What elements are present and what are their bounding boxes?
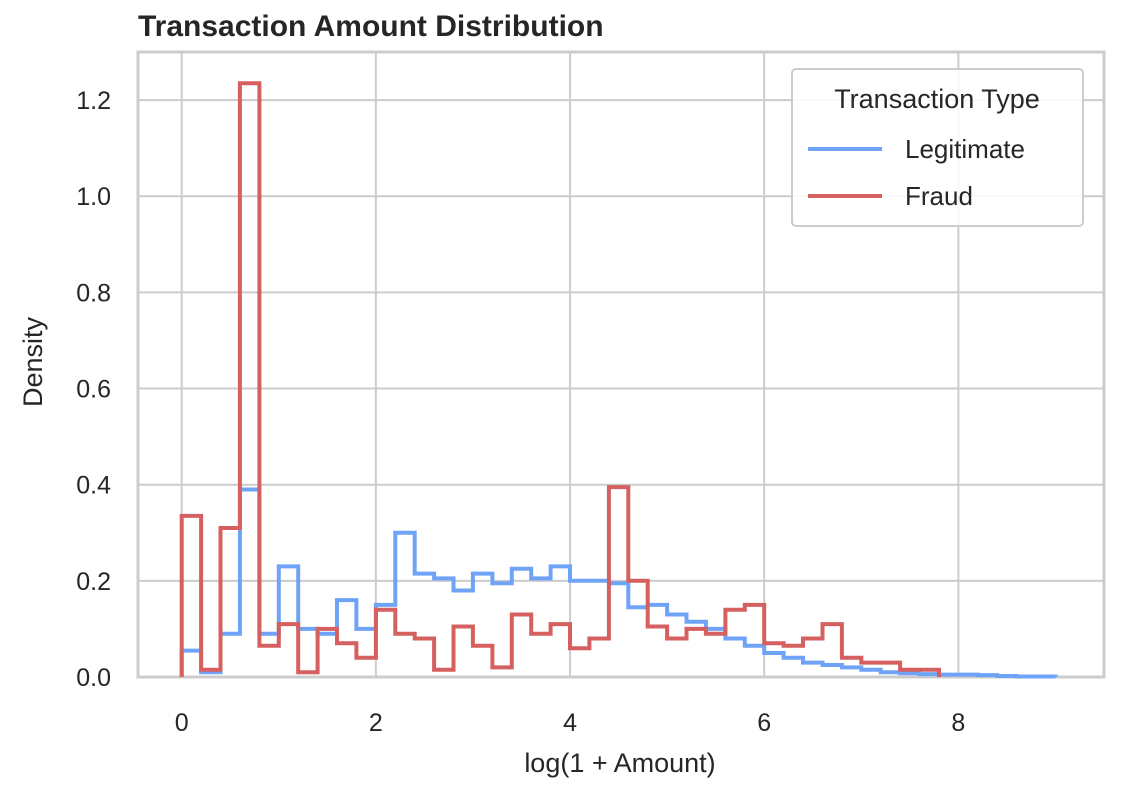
y-tick-label: 0.8: [76, 279, 111, 307]
x-tick-label: 4: [563, 709, 577, 737]
x-tick-label: 6: [757, 709, 771, 737]
series-line-fraud: [179, 81, 941, 677]
y-tick-label: 0.2: [76, 568, 111, 596]
y-tick-label: 0.6: [76, 376, 111, 404]
plot-frame: [136, 50, 1106, 679]
y-axis-label: Density: [18, 316, 48, 407]
y-tick-label: 1.2: [76, 87, 111, 115]
y-tick-label: 0.4: [76, 472, 111, 500]
x-axis-label: log(1 + Amount): [524, 748, 715, 778]
tick-labels: 0 2 4 6 8 0.0 0.2 0.4 0.6 0.8 1.0 1.2: [76, 87, 965, 737]
series-lines: [179, 81, 1058, 679]
x-tick-label: 8: [951, 709, 965, 737]
y-tick-label: 1.0: [76, 183, 111, 211]
legend-label-fraud: Fraud: [905, 181, 973, 211]
chart-title: Transaction Amount Distribution: [138, 10, 604, 43]
series-line-legitimate: [179, 487, 1058, 679]
y-tick-label: 0.0: [76, 664, 111, 692]
plot-border: [136, 50, 1106, 679]
legend-title: Transaction Type: [834, 84, 1040, 114]
x-tick-label: 0: [175, 709, 189, 737]
legend-box: [791, 68, 1084, 227]
legend-label-legitimate: Legitimate: [905, 134, 1025, 164]
legend: Transaction Type Legitimate Fraud: [791, 68, 1084, 227]
x-tick-label: 2: [369, 709, 383, 737]
